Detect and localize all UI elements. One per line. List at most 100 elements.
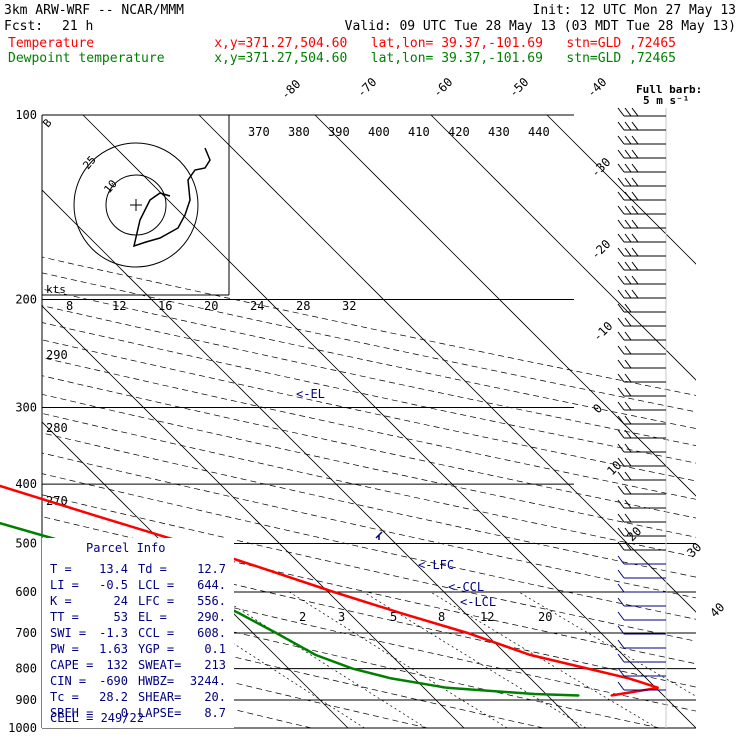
- wind-barb-flag: [617, 401, 625, 411]
- hodograph-ring-label-25: 25: [80, 153, 98, 172]
- wind-barb-flag: [624, 345, 632, 355]
- isotherm-label: -60: [430, 75, 455, 100]
- parcel-row-value: -690: [99, 674, 128, 688]
- theta-label-left: 290: [46, 348, 68, 362]
- dry-adiabat-line: [42, 635, 428, 728]
- dry-adiabat-line: [42, 339, 696, 482]
- parcel-row-label: SWEAT=: [138, 658, 181, 672]
- wind-barb-flag: [617, 597, 625, 607]
- wind-barb-flag: [631, 275, 639, 285]
- parcel-row-label: K =: [50, 594, 72, 608]
- wind-barb-flag: [617, 149, 625, 159]
- isotherm-label: -10: [590, 319, 615, 344]
- wind-barb-flag: [624, 499, 632, 509]
- full-barb-label: Full barb:: [636, 83, 702, 96]
- wind-barb-flag: [617, 485, 625, 495]
- pressure-tick-label: 900: [15, 693, 37, 707]
- wind-barb-flag: [624, 485, 632, 495]
- temperature-point: [332, 591, 335, 593]
- wind-barb-flag: [617, 303, 625, 313]
- temperature-point: [529, 654, 532, 656]
- temperature-point: [263, 567, 266, 570]
- parcel-info-panel: Parcel Info T = 13.4 Td = 12.7 LI = -0.5 LCL =…: [42, 538, 234, 728]
- parcel-row-value: -0.5: [99, 578, 128, 592]
- dewpoint-point: [446, 686, 448, 689]
- temperature-point: [586, 667, 589, 670]
- wind-barb-flag: [624, 163, 632, 173]
- temperature-point: [466, 632, 469, 634]
- parcel-info-title: Parcel Info: [86, 541, 165, 555]
- temperature-point: [93, 514, 96, 517]
- wind-barb-flag: [617, 583, 625, 593]
- hodograph-speed-label: 8: [66, 299, 73, 313]
- wind-barb-flag: [624, 415, 632, 425]
- wind-barb-flag: [617, 135, 625, 145]
- theta-label: 410: [408, 125, 430, 139]
- wind-barb-flag: [631, 219, 639, 229]
- wind-barb-flag: [624, 107, 632, 117]
- wind-barb-flag: [624, 513, 632, 523]
- theta-label: 420: [448, 125, 470, 139]
- wind-barb-flag: [617, 457, 625, 467]
- temperature-points: [93, 514, 660, 697]
- wind-barb-flag: [617, 261, 625, 271]
- dewpoint-point: [275, 632, 278, 634]
- wind-barb-flag: [617, 611, 625, 621]
- hodograph-speed-label: 12: [112, 299, 126, 313]
- pressure-tick-label: 100: [15, 108, 37, 122]
- parcel-row-value: 3244.: [190, 674, 226, 688]
- temperature-point: [657, 686, 660, 689]
- isotherm-label: 10: [604, 458, 624, 478]
- hodograph-speed-label: 28: [296, 299, 310, 313]
- parcel-row-label: SREH =: [50, 706, 93, 720]
- wind-barb-flag: [617, 233, 625, 243]
- parcel-row-label: SWI =: [50, 626, 86, 640]
- lcl-marker: <-LCL: [460, 595, 496, 609]
- isotherm-line: [42, 421, 349, 728]
- wind-barb-flag: [617, 499, 625, 509]
- wind-barb-flag: [624, 541, 632, 551]
- hodograph-speed-labels: 8 12 16 20 24 28 32: [66, 299, 356, 313]
- temperature-point: [400, 612, 403, 615]
- isotherm-line: [430, 115, 696, 381]
- wind-barb-flag: [624, 135, 632, 145]
- wind-barb-flag: [617, 205, 625, 215]
- wind-barb-flag: [624, 261, 632, 271]
- parcel-row-label: YGP =: [138, 642, 174, 656]
- parcel-row-label: Tc =: [50, 690, 79, 704]
- wind-barb-column: Full barb: 5 m s⁻¹: [617, 83, 702, 728]
- dry-adiabat-line: [42, 272, 696, 413]
- dewpoint-location: x,y=371.27,504.60 lat,lon= 39.37,-101.69…: [214, 51, 676, 66]
- parcel-row-value: 290.: [197, 610, 226, 624]
- parcel-row-label: Td =: [138, 562, 167, 576]
- isotherm-line: [546, 115, 696, 265]
- wind-barb-flag: [624, 527, 632, 537]
- theta-label: 380: [288, 125, 310, 139]
- wind-barb-flag: [624, 331, 632, 341]
- parcel-row-label: TT =: [50, 610, 79, 624]
- parcel-row-value: 644.: [197, 578, 226, 592]
- wind-barb-flag: [617, 513, 625, 523]
- pressure-axis-labels: 100 200 300 400 500 600 700 800 900 1000: [8, 108, 37, 735]
- wind-barb-flag: [617, 289, 625, 299]
- wind-barb-flag: [617, 681, 625, 691]
- isotherm-line: [82, 115, 696, 728]
- mixing-ratio-label: 20: [538, 610, 552, 624]
- mixing-ratio-label: 2: [299, 610, 306, 624]
- wind-barb-flag: [624, 289, 632, 299]
- parcel-row-value: 8.7: [204, 706, 226, 720]
- dewpoint-legend: Dewpoint temperature: [8, 51, 165, 66]
- pressure-tick-label: 800: [15, 662, 37, 676]
- wind-barb-flag: [624, 401, 632, 411]
- theta-label: 370: [248, 125, 270, 139]
- theta-label: 430: [488, 125, 510, 139]
- hodograph-inset: 10 25 B kts 8 12 16 20 24 28 32: [40, 115, 356, 313]
- wind-barb-flag: [631, 233, 639, 243]
- wind-barb-flag: [617, 471, 625, 481]
- pressure-tick-label: 400: [15, 477, 37, 491]
- dry-adiabat-line: [42, 357, 696, 500]
- parcel-info-cell: CELL = 249/22: [50, 711, 144, 725]
- hodograph-trace: [132, 147, 211, 248]
